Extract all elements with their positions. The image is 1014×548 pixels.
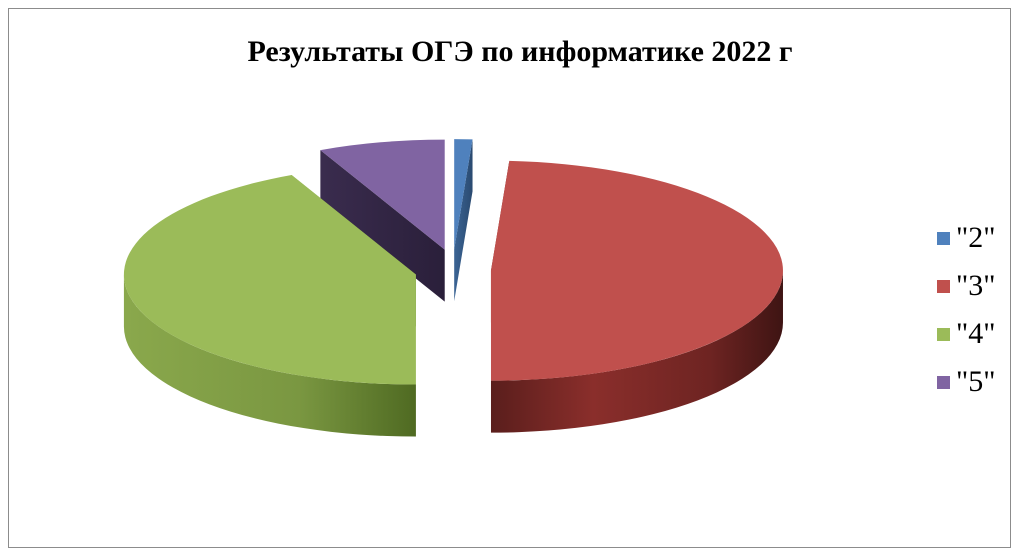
legend-label: "4" — [956, 317, 996, 350]
pie-slice-side — [123, 274, 416, 437]
pie-slice-top — [320, 139, 445, 250]
legend-label: "3" — [956, 269, 996, 302]
pie-slice-wall — [454, 139, 473, 302]
legend-swatch — [937, 375, 950, 389]
legend-item: "2" — [937, 214, 1007, 262]
pie-slice-3 — [320, 139, 445, 302]
pie-slice-side — [490, 270, 783, 433]
legend-item: "4" — [937, 310, 1007, 358]
pie-chart — [123, 139, 783, 437]
legend-swatch — [937, 327, 950, 341]
chart-title: Результаты ОГЭ по информатике 2022 г — [247, 35, 793, 68]
legend-label: "5" — [956, 365, 996, 398]
pie-slice-top — [490, 160, 783, 381]
legend-item: "3" — [937, 262, 1007, 310]
pie-slice-0 — [454, 139, 473, 302]
legend: "2" "3" "4" "5" — [937, 214, 1007, 406]
pie-slice-top — [123, 175, 416, 385]
legend-item: "5" — [937, 358, 1007, 406]
pie-slice-1 — [490, 160, 783, 433]
legend-swatch — [937, 231, 950, 245]
pie-slice-top — [454, 139, 473, 250]
pie-slice-2 — [123, 175, 416, 437]
legend-label: "2" — [956, 221, 996, 254]
legend-swatch — [937, 279, 950, 293]
pie-slice-wall — [320, 150, 445, 302]
